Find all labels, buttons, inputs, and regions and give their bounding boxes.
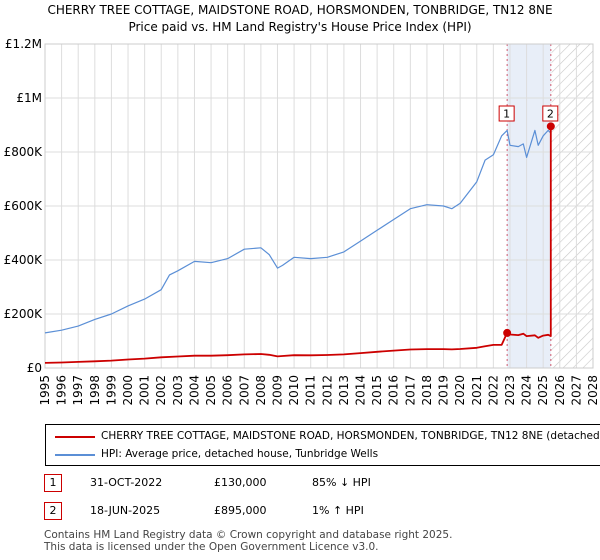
x-tick-label: 2015 [370,375,384,406]
x-tick-label: 2006 [221,375,235,406]
x-tick-label: 2007 [237,375,251,406]
chart-title: CHERRY TREE COTTAGE, MAIDSTONE ROAD, HOR… [47,3,553,17]
x-tick-label: 2009 [270,375,284,406]
x-tick-label: 2005 [204,375,218,406]
x-tick-label: 2022 [486,375,500,406]
sale-marker-box [542,105,559,122]
y-tick-label: £400K [4,253,44,267]
plot-frame [44,43,594,369]
legend-item-property: CHERRY TREE COTTAGE, MAIDSTONE ROAD, HOR… [46,428,600,446]
x-tick-label: 2027 [569,375,583,406]
x-tick-label: 2011 [304,375,318,406]
x-tick-label: 2010 [287,375,301,406]
sale-marker-label: 2 [547,108,554,121]
chart-subtitle: Price paid vs. HM Land Registry's House … [128,20,472,34]
y-tick-label: £0 [27,361,42,375]
x-tick-label: 2012 [320,375,334,406]
x-tick-label: 2001 [138,375,152,406]
x-tick-label: 2019 [437,375,451,406]
footer: Contains HM Land Registry data © Crown c… [44,529,452,553]
y-tick-label: £1M [16,91,42,105]
sale-marker-label: 1 [503,108,510,121]
sale-date: 18-JUN-2025 [90,504,161,517]
sale-point [503,328,512,337]
x-tick-label: 1995 [38,375,52,406]
footer-licence: This data is licensed under the Open Gov… [44,541,379,553]
legend-swatch-red [55,436,95,438]
x-tick-label: 1999 [104,375,118,406]
x-tick-label: 2018 [420,375,434,406]
series-line-property [44,126,552,364]
sale-marker-box [498,105,515,122]
chart-title-block: CHERRY TREE COTTAGE, MAIDSTONE ROAD, HOR… [0,2,600,36]
legend-label-hpi: HPI: Average price, detached house, Tunb… [101,448,379,460]
y-tick-label: £200K [4,307,44,321]
sale-hpi-diff: 1% ↑ HPI [312,504,364,517]
x-tick-label: 1996 [55,375,69,406]
x-tick-label: 2024 [520,375,534,406]
x-tick-label: 2025 [536,375,550,406]
x-tick-label: 2021 [470,375,484,406]
legend-swatch-blue [55,454,95,456]
legend-item-hpi: HPI: Average price, detached house, Tunb… [46,446,600,464]
x-tick-label: 2002 [154,375,168,406]
x-tick-label: 1997 [71,375,85,406]
legend-label-property: CHERRY TREE COTTAGE, MAIDSTONE ROAD, HOR… [101,430,600,442]
x-tick-label: 2026 [553,375,567,406]
x-tick-label: 2004 [187,375,201,406]
x-tick-label: 2017 [403,375,417,406]
x-tick-label: 2020 [453,375,467,406]
sale-number-badge: 1 [44,474,62,492]
sale-price: £130,000 [214,476,267,489]
x-tick-label: 2014 [354,375,368,406]
x-tick-label: 2028 [586,375,600,406]
x-tick-label: 2023 [503,375,517,406]
price-chart: 1995 1996 1997 1998 1999 2000 2001 2002 2003 2004… [4,37,600,406]
y-tick-label: £1.2M [5,37,42,51]
x-tick-label: 2003 [171,375,185,406]
footer-copyright: Contains HM Land Registry data © Crown c… [44,529,453,541]
x-tick-label: 2013 [337,375,351,406]
series-line-hpi [44,129,552,334]
x-tick-label: 2008 [254,375,268,406]
y-tick-label: £600K [4,199,44,213]
x-tick-label: 2000 [121,375,135,406]
x-tick-label: 2016 [387,375,401,406]
legend: CHERRY TREE COTTAGE, MAIDSTONE ROAD, HOR… [45,424,600,466]
sale-point [546,122,555,131]
sale-date: 31-OCT-2022 [90,476,163,489]
x-tick-label: 1998 [88,375,102,406]
sale-number-badge: 2 [44,502,62,520]
sale-hpi-diff: 85% ↓ HPI [312,476,371,489]
sale-price: £895,000 [214,504,267,517]
y-tick-label: £800K [4,145,44,159]
